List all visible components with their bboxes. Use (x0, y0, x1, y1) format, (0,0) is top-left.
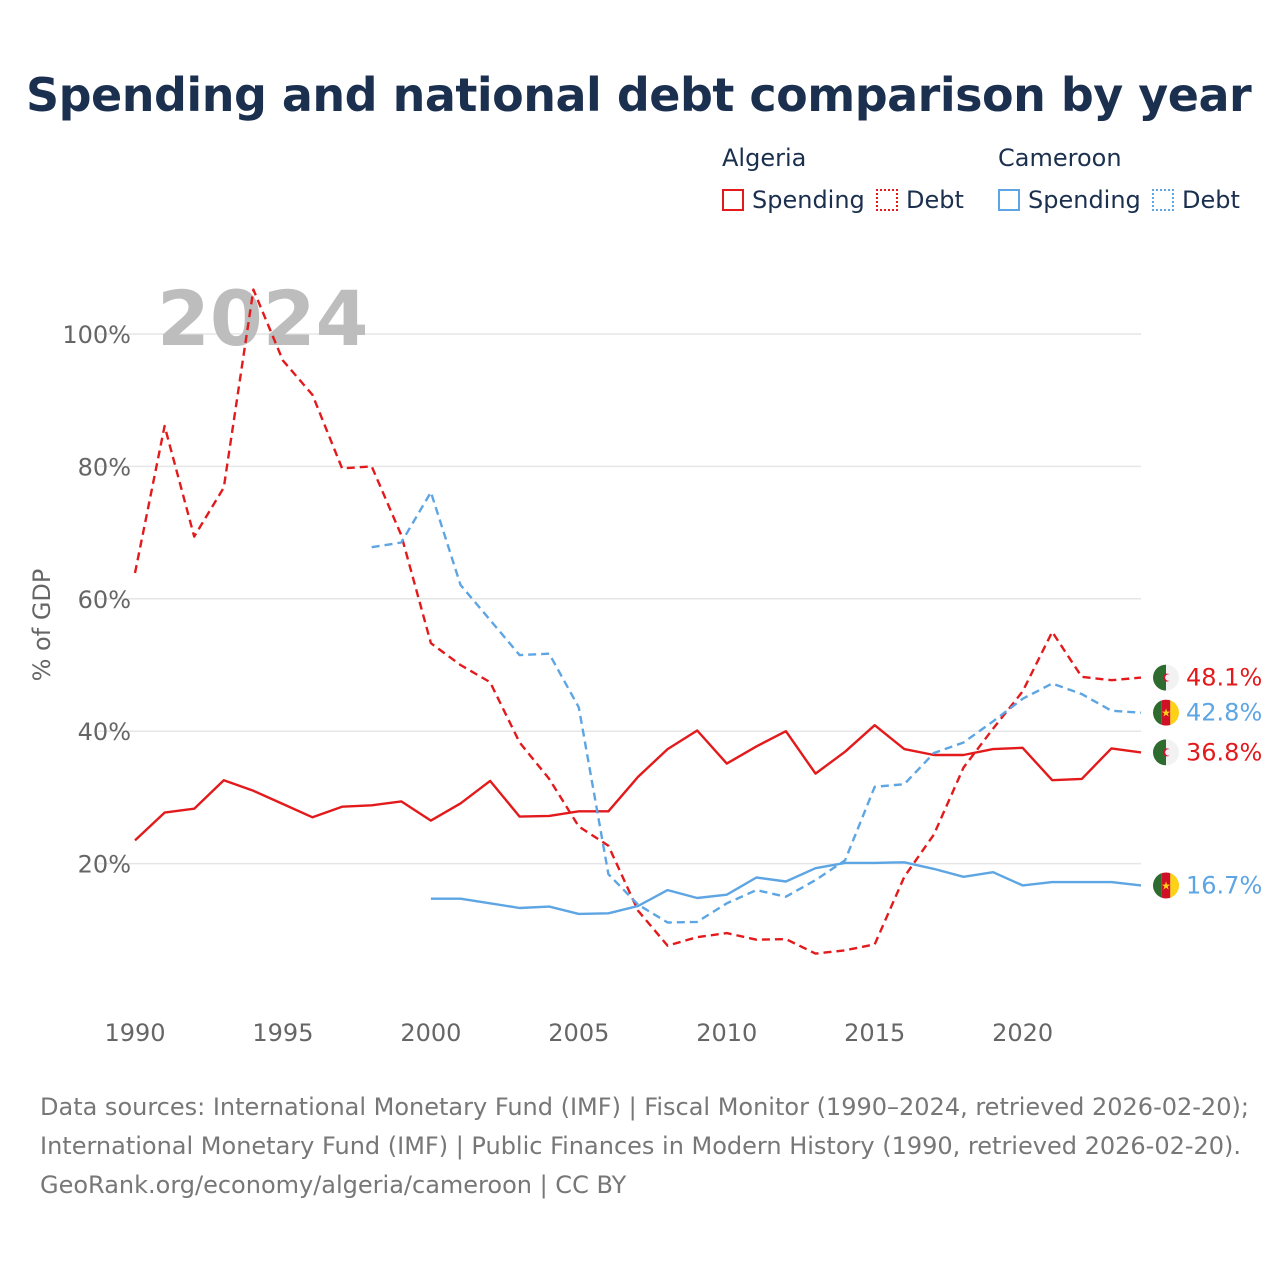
y-tick-label: 20% (78, 851, 131, 879)
algeria-flag-icon (1153, 664, 1179, 691)
source-line-2: International Monetary Fund (IMF) | Publ… (40, 1132, 1242, 1160)
legend-swatch-dotted (1152, 189, 1174, 211)
legend-country-cameroon: Cameroon (998, 144, 1122, 172)
series-line-cameroon-spending (430, 861, 1142, 916)
legend-swatch-dotted (876, 189, 898, 211)
page-title: Spending and national debt comparison by… (26, 68, 1252, 122)
end-value-label: 36.8% (1186, 738, 1262, 766)
y-axis-title: % of GDP (28, 569, 56, 682)
cameroon-flag-icon: ★ (1153, 699, 1179, 726)
legend-swatch-solid (722, 189, 744, 211)
algeria-flag-icon (1153, 739, 1179, 766)
series-line-algeria-debt (133, 288, 1142, 955)
svg-text:★: ★ (1161, 879, 1171, 892)
svg-text:★: ★ (1161, 707, 1171, 720)
legend-label: Spending (1028, 186, 1141, 214)
y-tick-label: 60% (78, 586, 131, 614)
legend-item-algeria-spending[interactable]: Spending (722, 186, 865, 214)
x-tick-label: 2015 (844, 1019, 905, 1047)
x-tick-label: 2020 (992, 1019, 1053, 1047)
x-tick-label: 2010 (696, 1019, 757, 1047)
legend-label: Spending (752, 186, 865, 214)
x-tick-label: 1990 (104, 1019, 165, 1047)
y-tick-label: 100% (62, 321, 131, 349)
footer: Data sources: International Monetary Fun… (40, 1088, 1249, 1205)
series-line-cameroon-debt (371, 491, 1142, 924)
legend-country-algeria: Algeria (722, 144, 807, 172)
y-tick-label: 40% (78, 718, 131, 746)
legend-item-algeria-debt[interactable]: Debt (876, 186, 964, 214)
end-value-label: 42.8% (1186, 699, 1262, 727)
x-tick-label: 1995 (252, 1019, 313, 1047)
legend-swatch-solid (998, 189, 1020, 211)
source-line-1: Data sources: International Monetary Fun… (40, 1093, 1249, 1121)
legend-label: Debt (1182, 186, 1240, 214)
x-tick-label: 2005 (548, 1019, 609, 1047)
cameroon-flag-icon: ★ (1153, 872, 1179, 899)
y-tick-label: 80% (78, 453, 131, 481)
legend-label: Debt (906, 186, 964, 214)
legend-item-cameroon-debt[interactable]: Debt (1152, 186, 1240, 214)
legend-item-cameroon-spending[interactable]: Spending (998, 186, 1141, 214)
series-line-algeria-spending (134, 724, 1142, 842)
end-value-label: 48.1% (1186, 664, 1262, 692)
x-tick-label: 2000 (400, 1019, 461, 1047)
attribution-link[interactable]: GeoRank.org/economy/algeria/cameroon | C… (40, 1171, 627, 1199)
end-value-label: 16.7% (1186, 871, 1262, 899)
year-badge: 2024 (157, 274, 369, 363)
